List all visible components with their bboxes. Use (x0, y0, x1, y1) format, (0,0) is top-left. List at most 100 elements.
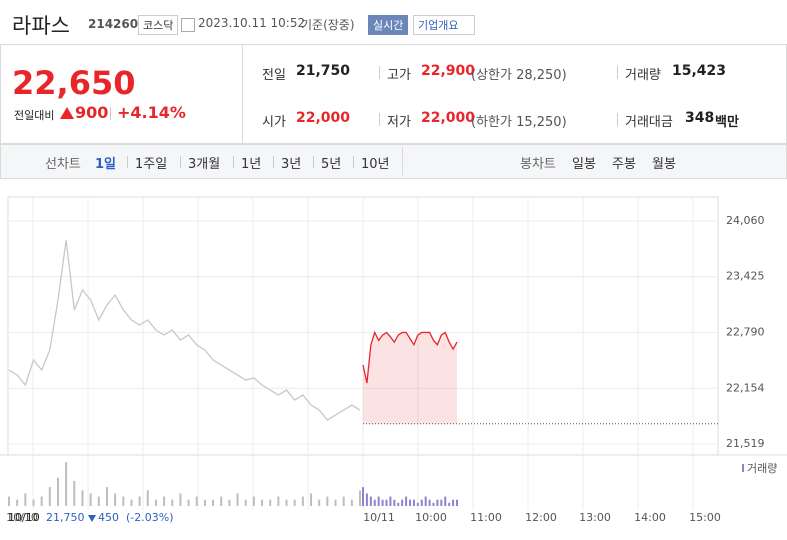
item-value: 22,000 (296, 110, 351, 126)
tab-label: 선차트 (45, 157, 81, 172)
legend-label: 거래량 (747, 462, 777, 475)
x-tick-label: 10/11 (363, 511, 395, 524)
y-tick-label: 21,519 (726, 437, 765, 450)
volume-bar (412, 499, 415, 506)
down-arrow (88, 515, 96, 522)
x-tick-label: 10:00 (415, 511, 447, 524)
item-label: 전일 (262, 68, 286, 83)
volume-bar (369, 496, 372, 506)
company-info-button[interactable]: 기업개요 (413, 15, 476, 35)
item-label: 고가 (387, 68, 411, 83)
x-tick-label: 14:00 (634, 511, 666, 524)
volume-bar (416, 502, 419, 506)
volume-bar (171, 499, 174, 506)
volume-bar (448, 502, 451, 506)
item-label: 시가 (262, 115, 286, 130)
stock-code: 214260 (88, 17, 139, 31)
volume-bar (420, 499, 423, 506)
volume-bar (73, 480, 76, 506)
divider (273, 156, 274, 168)
price-line (362, 330, 458, 384)
volume-bar (146, 490, 149, 506)
volume-bar (261, 499, 264, 506)
item-note: (하한가 15,250) (471, 115, 567, 130)
divider (127, 156, 128, 168)
volume-bar (342, 496, 345, 506)
item-note: (상한가 28,250) (471, 68, 567, 83)
item-label: 저가 (387, 115, 411, 130)
volume-bar (154, 499, 157, 506)
tab[interactable]: 3년 (281, 157, 302, 172)
x-tick-label: 10/10 (6, 511, 38, 524)
tab[interactable]: 1주일 (135, 157, 168, 172)
divider (617, 113, 618, 126)
volume-bar (89, 493, 92, 506)
tab[interactable]: 10년 (361, 157, 390, 172)
volume-bar (56, 477, 59, 506)
volume-bar (362, 487, 364, 506)
volume-bar (244, 499, 247, 506)
up-arrow (60, 107, 74, 119)
volume-bar (285, 499, 288, 506)
realtime-button[interactable]: 실시간 (368, 15, 409, 35)
footer-change: 450 (98, 511, 119, 524)
volume-bar (424, 496, 427, 506)
item-label: 거래량 (625, 68, 661, 83)
footer-close: 21,750 (46, 511, 85, 524)
tab[interactable]: 1일 (95, 157, 117, 172)
volume-bar (310, 493, 313, 506)
change: 900 (75, 103, 109, 122)
tab[interactable]: 일봉 (572, 157, 596, 172)
divider (110, 107, 111, 120)
volume-bar (301, 496, 304, 506)
volume-bar (377, 496, 380, 506)
volume-bar (130, 499, 133, 506)
legend-swatch (742, 464, 744, 472)
volume-bar (293, 499, 296, 506)
volume-bar (81, 490, 84, 506)
tab[interactable]: 1년 (241, 157, 262, 172)
tab[interactable]: 주봉 (612, 157, 636, 172)
market-badge: 코스닥 (138, 15, 179, 35)
item-label: 거래대금 (625, 115, 673, 130)
item-value: 21,750 (296, 63, 351, 79)
volume-bar (122, 496, 125, 506)
tab[interactable]: 월봉 (652, 157, 676, 172)
volume-bar (350, 499, 353, 506)
divider (353, 156, 354, 168)
volume-bar (236, 493, 239, 506)
price: 22,650 (12, 64, 136, 102)
divider (617, 66, 618, 79)
volume-bar (385, 499, 388, 506)
stock-name: 라파스 (12, 14, 70, 38)
volume-bar (452, 499, 455, 506)
volume-bar (269, 499, 272, 506)
tab[interactable]: 3개월 (188, 157, 221, 172)
area (363, 332, 457, 424)
tab[interactable]: 5년 (321, 157, 342, 172)
volume-bar (318, 499, 321, 506)
volume-bar (373, 499, 376, 506)
tab-label: 봉차트 (520, 157, 556, 172)
x-tick-label: 13:00 (579, 511, 611, 524)
volume-bar (401, 499, 404, 506)
x-tick-label: 11:00 (470, 511, 502, 524)
x-tick-label: 15:00 (689, 511, 721, 524)
status: 기준(장중) (301, 18, 355, 32)
divider (180, 156, 181, 168)
x-tick-label: 12:00 (525, 511, 557, 524)
volume-bar (409, 499, 411, 506)
divider (233, 156, 234, 168)
volume-bar (187, 499, 190, 506)
change-label: 전일대비 (14, 109, 55, 122)
volume-bar (326, 496, 329, 506)
timestamp: 2023.10.11 10:52 (198, 16, 306, 30)
y-tick-label: 23,425 (726, 270, 765, 283)
volume-bar (65, 462, 68, 506)
divider (313, 156, 314, 168)
volume-bar (228, 499, 231, 506)
volume-bar (40, 496, 43, 506)
volume-bar (393, 499, 396, 506)
volume-bar (212, 499, 215, 506)
